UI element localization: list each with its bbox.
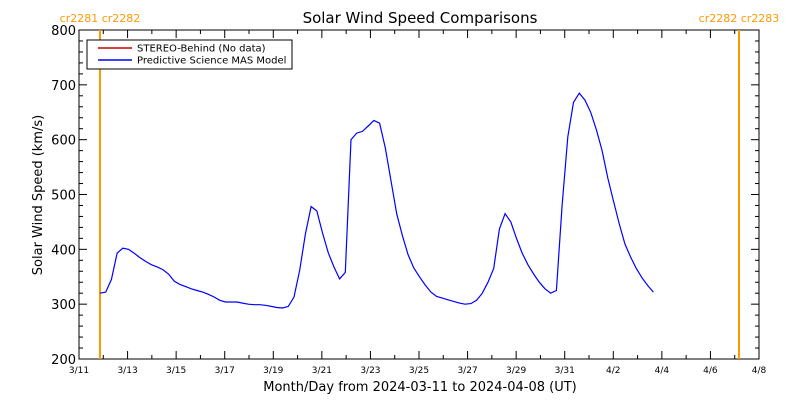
x-tick-label: 4/2 — [606, 366, 620, 376]
legend-label-stereo: STEREO-Behind (No data) — [137, 44, 266, 55]
legend-label-mas: Predictive Science MAS Model — [137, 56, 286, 67]
x-tick-label: 3/27 — [457, 366, 477, 376]
y-tick-label: 300 — [51, 298, 76, 313]
x-tick-label: 3/25 — [409, 366, 429, 376]
y-axis-label: Solar Wind Speed (km/s) — [31, 115, 46, 275]
carrington-markers — [99, 30, 740, 359]
x-tick-label: 4/8 — [752, 366, 767, 376]
x-tick-label: 3/19 — [263, 366, 283, 376]
y-tick-label: 700 — [51, 79, 76, 94]
x-tick-label: 4/4 — [655, 366, 670, 376]
x-tick-label: 4/6 — [703, 366, 718, 376]
x-tick-label: 3/13 — [117, 366, 137, 376]
x-tick-label: 3/23 — [360, 366, 380, 376]
y-tick-label: 400 — [51, 243, 76, 258]
series-lines — [99, 92, 654, 309]
chart-title: Solar Wind Speed Comparisons — [303, 9, 538, 27]
series-line-mas-model — [99, 92, 654, 309]
x-tick-label: 3/21 — [312, 366, 332, 376]
axes: 200 300 400 500 600 700 800 3/11 3/13 3/15 3/17 3/1… — [51, 24, 766, 376]
x-tick-label: 3/17 — [215, 366, 235, 376]
plot-frame — [78, 29, 760, 360]
x-tick-label: 3/11 — [69, 366, 89, 376]
carrington-label-right: cr2282 cr2283 — [699, 12, 780, 25]
y-tick-label: 200 — [51, 353, 76, 368]
carrington-label-left: cr2281 cr2282 — [60, 12, 141, 25]
x-tick-label: 3/29 — [506, 366, 526, 376]
y-tick-label: 500 — [51, 189, 76, 204]
legend-box — [86, 39, 293, 70]
x-tick-label: 3/31 — [555, 366, 575, 376]
x-axis-label: Month/Day from 2024-03-11 to 2024-04-08 … — [263, 380, 576, 395]
legend: STEREO-Behind (No data) Predictive Scien… — [86, 39, 293, 70]
y-tick-label: 600 — [51, 134, 76, 149]
x-tick-label: 3/15 — [166, 366, 186, 376]
y-tick-label: 800 — [51, 24, 76, 39]
